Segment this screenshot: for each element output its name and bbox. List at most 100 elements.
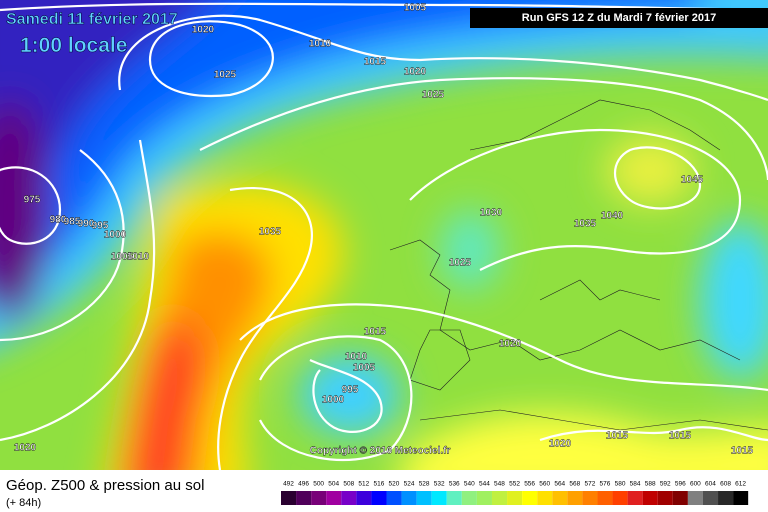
isobar-label: 995 [342, 385, 359, 396]
isobar-label: 1035 [259, 227, 282, 238]
isobar-label: 1010 [345, 352, 368, 363]
isobar-label: 1045 [681, 175, 704, 186]
legend-label: 532 [434, 481, 445, 488]
legend-swatch [642, 491, 658, 505]
legend-label: 612 [735, 481, 746, 488]
legend-label: 588 [645, 481, 656, 488]
legend-swatch [597, 491, 613, 505]
legend-label: 564 [554, 481, 565, 488]
isobar-label: 985 [64, 217, 81, 228]
legend-swatch [522, 491, 538, 505]
legend-label: 496 [298, 481, 309, 488]
legend-swatch [296, 491, 312, 505]
isobar-label: 990 [78, 219, 95, 230]
legend-swatch [507, 491, 523, 505]
isobar-label: 1020 [14, 443, 37, 454]
legend-swatch [431, 491, 447, 505]
legend-label: 524 [404, 481, 415, 488]
isobar-label: 1005 [111, 252, 134, 263]
legend-label: 512 [358, 481, 369, 488]
legend-swatch [416, 491, 432, 505]
legend: 492 496 500 504 508 512 516 520 524 528 532 536 540 5… [281, 481, 749, 505]
isobar-label: 1025 [422, 90, 445, 101]
isobar-label: 1015 [364, 327, 387, 338]
isobar-label: 1010 [309, 39, 332, 50]
legend-label: 568 [569, 481, 580, 488]
legend-label: 572 [584, 481, 595, 488]
legend-label: 596 [675, 481, 686, 488]
legend-swatch [567, 491, 583, 505]
legend-label: 584 [630, 481, 641, 488]
legend-swatch [326, 491, 342, 505]
forecast-date: Samedi 11 février 2017 [6, 11, 178, 28]
legend-swatch [371, 491, 387, 505]
legend-swatch [552, 491, 568, 505]
legend-label: 560 [539, 481, 550, 488]
legend-swatch [657, 491, 673, 505]
isobar-label: 1000 [322, 395, 345, 406]
legend-swatch [491, 491, 508, 505]
isobars [0, 2, 768, 470]
legend-label: 500 [313, 481, 324, 488]
map [0, 0, 768, 470]
legend-label: 592 [660, 481, 671, 488]
forecast-time: 1:00 locale [20, 34, 127, 57]
legend-label: 608 [720, 481, 731, 488]
isobar-label: 980 [50, 215, 67, 226]
isobar-label: 1015 [364, 57, 387, 68]
legend-swatch [537, 491, 553, 505]
legend-swatch [672, 491, 688, 505]
footer-title: Géop. Z500 & pression au sol [6, 477, 204, 494]
copyright: Copyright © 2016 Meteociel.fr [310, 446, 451, 457]
coastlines [389, 99, 768, 431]
legend-swatch [461, 491, 477, 505]
legend-swatch [476, 491, 492, 505]
legend-swatch [733, 491, 749, 505]
legend-swatch [401, 491, 417, 505]
isobar-label: 1020 [549, 439, 572, 450]
legend-swatch [281, 491, 297, 505]
legend-label: 516 [373, 481, 384, 488]
legend-swatch [612, 491, 628, 505]
legend-swatch [311, 491, 327, 505]
legend-label: 556 [524, 481, 535, 488]
isobar-label: 1020 [192, 25, 215, 36]
legend-label: 548 [494, 481, 505, 488]
legend-label: 580 [615, 481, 626, 488]
isobar-label: 1005 [353, 363, 376, 374]
legend-label: 576 [600, 481, 611, 488]
legend-label: 492 [283, 481, 294, 488]
legend-label: 536 [449, 481, 460, 488]
isobar-label: 1020 [404, 67, 427, 78]
legend-swatch [446, 491, 462, 505]
isobar-label: 1030 [480, 208, 503, 219]
isobar-label: 995 [92, 221, 109, 232]
isobar-label: 1005 [404, 3, 427, 14]
legend-label: 604 [705, 481, 716, 488]
isobar-labels: 1005 1020 1010 1025 1015 1020 1025 975 980985990… [14, 2, 754, 457]
isobar-label: 1020 [499, 339, 522, 350]
legend-swatch [718, 491, 734, 505]
isobar-label: 1040 [601, 211, 624, 222]
isobar-label: 1025 [214, 70, 237, 81]
legend-swatch [386, 491, 402, 505]
isobar-label: 1015 [669, 431, 692, 442]
isobar-label: 1025 [449, 258, 472, 269]
run-box [470, 8, 768, 28]
isobar-label: 1015 [606, 431, 629, 442]
legend-label: 552 [509, 481, 520, 488]
legend-label: 540 [464, 481, 475, 488]
legend-swatch [582, 491, 598, 505]
run-info: Run GFS 12 Z du Mardi 7 février 2017 [522, 12, 716, 24]
legend-label: 504 [328, 481, 339, 488]
isobar-label: 1035 [574, 219, 597, 230]
legend-label: 520 [389, 481, 400, 488]
legend-swatch [356, 491, 372, 505]
legend-label: 544 [479, 481, 490, 488]
legend-label: 528 [419, 481, 430, 488]
isobar-label: 1015 [731, 446, 754, 457]
legend-label: 508 [343, 481, 354, 488]
legend-label: 600 [690, 481, 701, 488]
isobar-label: 1010 [127, 252, 150, 263]
